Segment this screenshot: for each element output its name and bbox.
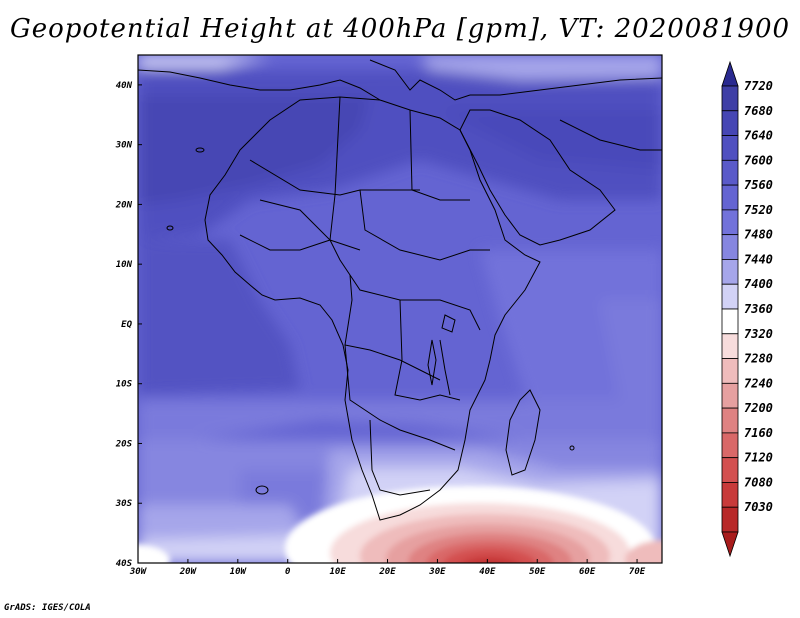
colorbar-swatch <box>721 184 739 211</box>
colorbar-label: 7240 <box>744 376 773 390</box>
lat-tick-label: 30N <box>115 141 133 151</box>
lon-tick-label: 40E <box>479 567 496 577</box>
map-frame <box>137 54 663 564</box>
colorbar-swatch <box>721 283 739 310</box>
colorbar-swatch <box>721 135 739 161</box>
colorbar-label: 7560 <box>744 178 773 192</box>
lat-tick-label: 40S <box>116 559 133 569</box>
colorbar-swatch <box>721 506 739 533</box>
height-field <box>138 55 662 563</box>
colorbar-label: 7120 <box>744 451 773 465</box>
colorbar-swatch <box>721 110 739 136</box>
colorbar-label: 7280 <box>744 352 773 366</box>
coastlines-and-borders <box>138 59 662 521</box>
grads-credit: GrADS: IGES/COLA <box>4 603 91 613</box>
lon-tick-label: 30W <box>129 567 148 577</box>
colorbar: 7720 7680 7640 7600 7560 7520 7480 7440 7400 7360… <box>721 60 773 558</box>
colorbar-swatch <box>721 457 739 483</box>
colorbar-label: 7720 <box>744 79 773 93</box>
colorbar-label: 7080 <box>744 475 773 489</box>
colorbar-swatch <box>721 209 739 236</box>
lon-tick-label: 10W <box>230 567 248 577</box>
lat-tick-label: EQ <box>121 320 132 330</box>
lon-tick-label: 20E <box>378 567 396 577</box>
lon-tick-label: 50E <box>529 567 546 577</box>
lat-tick-label: 40N <box>116 81 133 91</box>
lon-tick-label: 20W <box>179 567 198 577</box>
lon-tick-label: 60E <box>579 567 596 577</box>
colorbar-label: 7440 <box>744 252 773 266</box>
colorbar-swatch <box>721 432 739 459</box>
colorbar-label: 7320 <box>744 327 773 341</box>
colorbar-swatch <box>721 482 739 508</box>
colorbar-bottom-arrow <box>721 531 739 558</box>
colorbar-label: 7360 <box>744 302 773 316</box>
lat-tick-label: 20N <box>115 200 133 210</box>
colorbar-swatch <box>721 308 739 335</box>
colorbar-label: 7160 <box>744 426 773 440</box>
longitude-ticks: 30W 20W 10W 0 10E 20E 30E 40E 50E 60E 70E <box>129 559 646 577</box>
lon-tick-label: 0 <box>285 567 291 577</box>
lat-tick-label: 30S <box>115 499 133 509</box>
lat-tick-label: 10N <box>116 260 133 270</box>
colorbar-swatch <box>721 333 739 359</box>
colorbar-swatch <box>721 85 739 112</box>
colorbar-label: 7640 <box>744 129 773 143</box>
colorbar-swatch <box>721 382 739 409</box>
lat-tick-label: 20S <box>115 439 133 449</box>
lon-tick-label: 30E <box>428 567 446 577</box>
lon-tick-label: 70E <box>629 567 646 577</box>
colorbar-label: 7520 <box>744 203 773 217</box>
colorbar-swatch <box>721 407 739 434</box>
map-title: Geopotential Height at 400hPa [gpm], VT:… <box>9 14 791 44</box>
colorbar-label: 7400 <box>744 277 773 291</box>
colorbar-swatch <box>721 159 739 186</box>
colorbar-label: 7030 <box>744 500 773 514</box>
colorbar-label: 7200 <box>744 401 773 415</box>
colorbar-label: 7680 <box>744 104 773 118</box>
colorbar-swatch <box>721 259 739 285</box>
colorbar-label: 7480 <box>744 228 773 242</box>
lon-tick-label: 10E <box>329 567 346 577</box>
colorbar-swatch <box>721 234 739 260</box>
lat-tick-label: 10S <box>116 380 133 390</box>
colorbar-top-arrow <box>721 60 739 87</box>
latitude-ticks: 40N 30N 20N 10N EQ 10S 20S 30S 40S <box>115 81 142 569</box>
colorbar-swatch <box>721 358 739 384</box>
colorbar-label: 7600 <box>744 153 773 167</box>
